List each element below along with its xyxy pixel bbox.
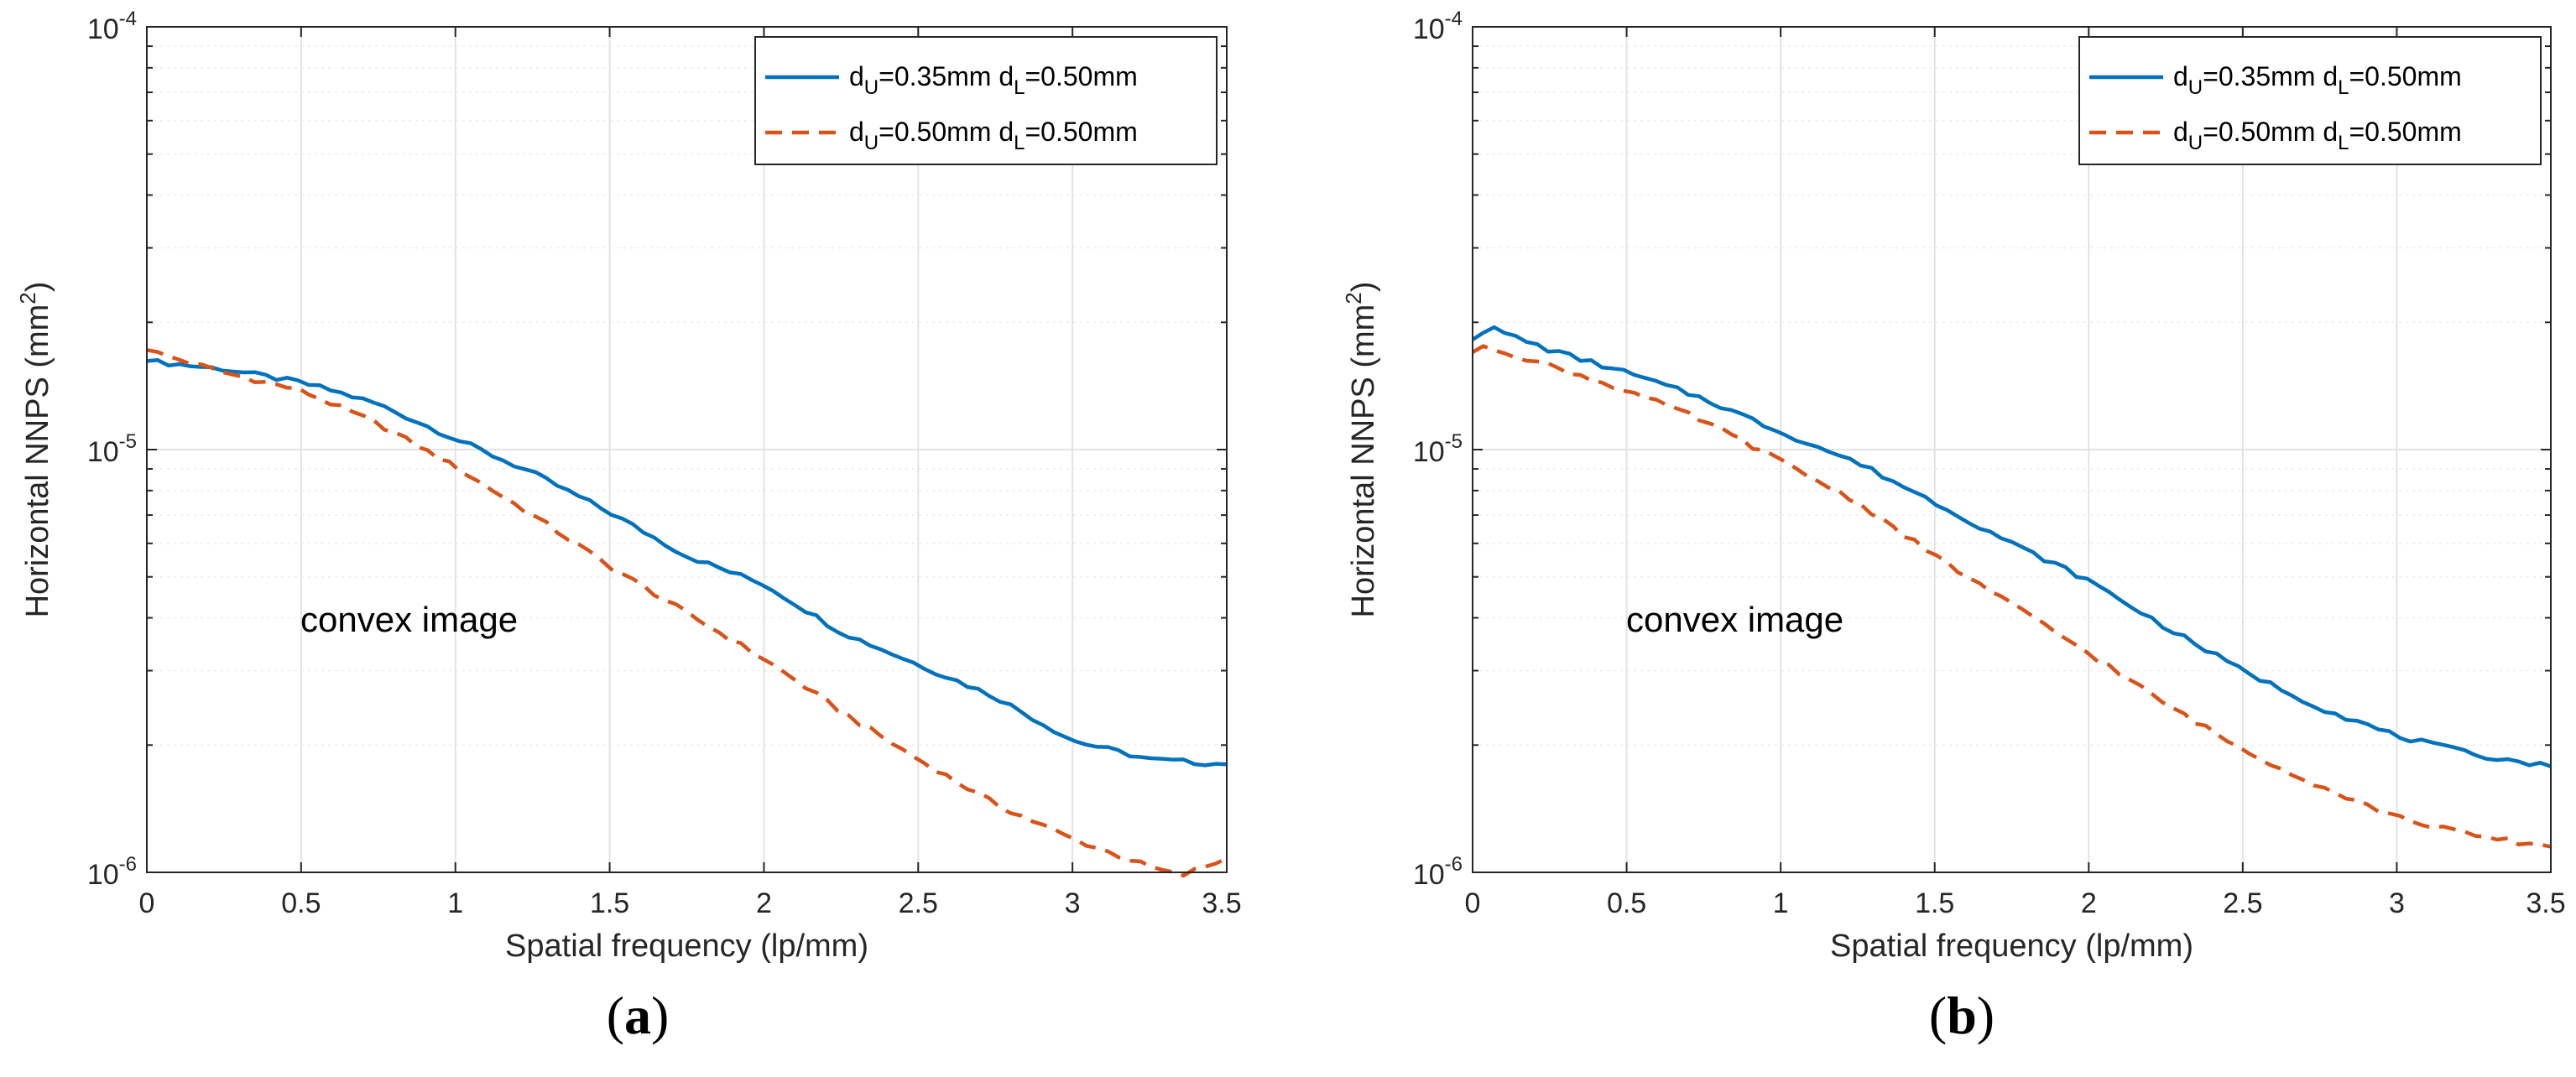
legend: dU=0.35mm dL=0.50mm dU=0.50mm dL=0.50mm [754, 36, 1218, 165]
y-axis-label-text: Horizontal NNPS (mm [1346, 304, 1381, 618]
y-tick-labels: 10-610-510-4 [1413, 8, 1463, 891]
y-tick-base: 10 [87, 859, 119, 891]
x-tick-label: 3 [2389, 887, 2405, 919]
series-line-2 [1471, 344, 2552, 849]
x-tick-labels: 0 0.5 1 1.5 2 2.5 3 3.5 [139, 887, 1242, 919]
y-tick-base: 10 [87, 13, 119, 45]
y-axis-label-sup: 2 [15, 292, 40, 304]
series-line-1 [146, 357, 1228, 767]
y-tick-exp: -5 [1445, 430, 1463, 453]
axis-ticks [1472, 26, 2552, 873]
legend-label-2: dU=0.50mm dL=0.50mm [2173, 117, 2462, 154]
legend-label-2: dU=0.50mm dL=0.50mm [849, 117, 1138, 154]
x-tick-label: 1.5 [590, 887, 629, 919]
y-tick-label: 10-6 [87, 853, 137, 891]
series-layer [1471, 325, 2552, 849]
y-axis-label: Horizontal NNPS (mm2) [1341, 282, 1381, 618]
x-tick-label: 2.5 [899, 887, 938, 919]
y-tick-labels: 10-610-510-4 [87, 8, 137, 891]
y-axis-label-close: ) [1346, 282, 1381, 293]
legend-box [2078, 36, 2542, 165]
axis-ticks [146, 26, 1228, 873]
panel-label-letter: b [1947, 986, 1977, 1045]
chart-panel-b: 0 0.5 1 1.5 2 2.5 3 3.5 10-610-510-4 Spatial fr… [1341, 8, 2566, 1045]
y-tick-label: 10-4 [1413, 8, 1463, 45]
x-tick-label: 1.5 [1915, 887, 1954, 919]
legend-label-1: dU=0.35mm dL=0.50mm [849, 61, 1138, 99]
panel-label: (b) [1929, 986, 1995, 1045]
x-tick-label: 3 [1065, 887, 1081, 919]
y-tick-base: 10 [1413, 436, 1445, 468]
x-tick-label: 1 [447, 887, 463, 919]
y-tick-label: 10-5 [87, 430, 137, 468]
x-tick-label: 2 [2081, 887, 2097, 919]
legend-label-1: dU=0.35mm dL=0.50mm [2173, 61, 2462, 99]
chart-panel-a: 0 0.5 1 1.5 2 2.5 3 3.5 10-610-510-4 Spatial fr… [15, 8, 1242, 1045]
panel-label: (a) [607, 986, 670, 1045]
y-tick-base: 10 [1413, 859, 1445, 891]
x-tick-label: 3.5 [1202, 887, 1241, 919]
x-axis-label: Spatial frequency (lp/mm) [1830, 929, 2193, 964]
y-axis-label-sup: 2 [1341, 292, 1366, 304]
x-tick-label: 0 [139, 887, 155, 919]
y-tick-label: 10-6 [1413, 853, 1463, 891]
y-axis-label: Horizontal NNPS (mm2) [15, 282, 55, 618]
series-line-1 [1471, 325, 2552, 768]
y-tick-base: 10 [1413, 13, 1445, 45]
x-axis-label: Spatial frequency (lp/mm) [505, 929, 868, 964]
y-tick-base: 10 [87, 436, 119, 468]
x-tick-labels: 0 0.5 1 1.5 2 2.5 3 3.5 [1465, 887, 2566, 919]
y-tick-exp: -5 [119, 430, 137, 453]
y-tick-exp: -4 [119, 8, 137, 30]
y-tick-exp: -6 [119, 853, 137, 876]
x-tick-label: 2.5 [2223, 887, 2262, 919]
y-axis-label-text: Horizontal NNPS (mm [20, 304, 55, 618]
x-tick-label: 3.5 [2526, 887, 2565, 919]
annotation-convex-image: convex image [1626, 600, 1843, 639]
y-tick-exp: -6 [1445, 853, 1463, 876]
x-tick-label: 0.5 [1607, 887, 1646, 919]
y-tick-label: 10-4 [87, 8, 137, 45]
series-layer [146, 348, 1228, 878]
y-tick-exp: -4 [1445, 8, 1463, 30]
x-tick-label: 0.5 [281, 887, 321, 919]
legend: dU=0.35mm dL=0.50mm dU=0.50mm dL=0.50mm [2078, 36, 2542, 165]
legend-box [754, 36, 1218, 165]
x-tick-label: 0 [1465, 887, 1481, 919]
x-tick-label: 2 [756, 887, 772, 919]
panel-label-letter: a [624, 986, 651, 1045]
x-tick-label: 1 [1773, 887, 1789, 919]
series-line-2 [146, 348, 1228, 878]
y-tick-label: 10-5 [1413, 430, 1463, 468]
annotation-convex-image: convex image [300, 600, 518, 639]
y-axis-label-close: ) [20, 282, 55, 293]
